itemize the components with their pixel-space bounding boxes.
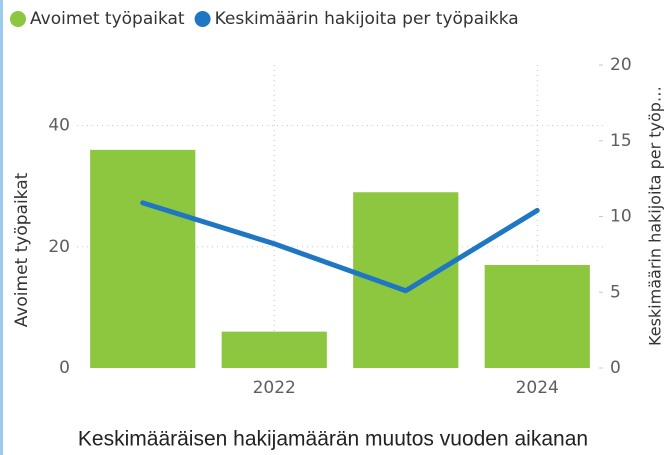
y2-tick-label: 20 <box>610 55 632 75</box>
y2-tick-label: 0 <box>610 358 621 378</box>
y-axis-title: Avoimet työpaikat <box>12 172 32 327</box>
x-tick-label: 2022 <box>253 378 296 398</box>
x-tick-label: 2024 <box>516 378 559 398</box>
y2-axis-title: Keskimäärin hakijoita per työp… <box>646 86 665 346</box>
y-tick-label: 20 <box>48 237 70 257</box>
y2-tick-label: 10 <box>610 207 632 227</box>
line <box>140 200 540 294</box>
legend-label: Keskimäärin hakijoita per työpaikka <box>215 9 519 29</box>
legend-label: Avoimet työpaikat <box>30 9 185 29</box>
legend-marker <box>194 11 211 27</box>
frame-edge <box>0 0 3 455</box>
y-tick-label: 40 <box>48 116 70 136</box>
chart-title: Keskimääräisen hakijamäärän muutos vuode… <box>78 428 588 451</box>
legend-marker <box>10 11 26 27</box>
y2-tick-label: 5 <box>610 282 621 302</box>
bar <box>484 264 590 368</box>
bar <box>221 331 327 368</box>
y-tick-label: 0 <box>59 358 70 378</box>
y2-tick-label: 15 <box>610 131 632 151</box>
bar <box>90 149 196 368</box>
